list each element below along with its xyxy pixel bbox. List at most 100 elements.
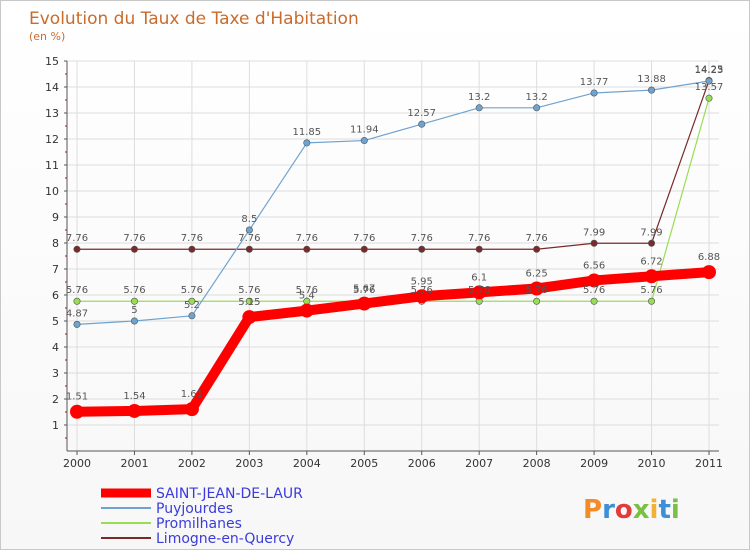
data-point — [127, 403, 142, 418]
y-tick-label: 5 — [52, 315, 59, 328]
data-label: 7.76 — [526, 233, 548, 244]
data-point — [418, 120, 426, 128]
data-label: 5.76 — [296, 285, 318, 296]
data-label: 14.23 — [695, 65, 724, 76]
y-tick-label: 1 — [52, 419, 59, 432]
data-label: 5.76 — [526, 285, 548, 296]
data-point — [587, 273, 602, 288]
data-point — [648, 86, 656, 94]
chart-subtitle: (en %) — [29, 30, 65, 43]
data-point — [303, 139, 311, 147]
y-tick-label: 2 — [52, 393, 59, 406]
data-label: 13.77 — [580, 77, 609, 88]
data-point — [70, 404, 84, 419]
legend-label: Puyjourdes — [156, 501, 233, 517]
data-point — [590, 239, 598, 247]
data-label: 13.88 — [637, 74, 666, 85]
data-label: 6.56 — [583, 260, 605, 271]
data-labels: 7.76 7.76 7.76 7.76 7.76 7.76 7.76 7.76 7.76 7.99… — [66, 65, 723, 403]
chart-title: Evolution du Taux de Taxe d'Habitation — [29, 9, 359, 29]
data-label: 7.99 — [583, 227, 605, 238]
x-tick-label: 2007 — [465, 457, 493, 470]
data-point — [130, 297, 138, 305]
data-label: 5.76 — [468, 285, 490, 296]
data-label: 7.76 — [66, 233, 88, 244]
data-point — [188, 245, 196, 253]
series-line — [76, 80, 710, 325]
data-point — [475, 245, 483, 253]
data-point — [529, 281, 544, 296]
series-line — [76, 79, 710, 250]
data-label: 7.76 — [411, 233, 433, 244]
data-point — [73, 245, 81, 253]
series-lines — [70, 77, 716, 419]
data-label: 12.57 — [407, 108, 436, 119]
data-point — [590, 89, 598, 97]
data-label: 5.76 — [238, 285, 260, 296]
data-point — [188, 312, 196, 320]
data-point — [130, 317, 138, 325]
legend-label: Promilhanes — [156, 516, 242, 532]
y-tick-label: 11 — [45, 159, 59, 172]
y-tick-label: 9 — [52, 211, 59, 224]
data-label: 13.2 — [468, 92, 490, 103]
data-label: 13.57 — [695, 82, 724, 93]
data-point — [414, 289, 429, 304]
data-point — [644, 269, 659, 284]
y-tick-label: 3 — [52, 367, 59, 380]
data-label: 6.1 — [471, 272, 487, 283]
data-point — [245, 226, 253, 234]
data-label: 4.87 — [66, 308, 88, 319]
data-point — [702, 265, 716, 280]
data-point — [475, 104, 483, 112]
y-tick-label: 4 — [52, 341, 59, 354]
data-label: 5.76 — [123, 285, 145, 296]
data-label: 5 — [131, 305, 137, 316]
data-point — [533, 297, 541, 305]
data-point — [303, 245, 311, 253]
data-point — [360, 137, 368, 145]
x-tick-label: 2010 — [638, 457, 666, 470]
data-label: 5.4 — [299, 291, 315, 302]
data-label: 5.76 — [353, 285, 375, 296]
data-point — [73, 297, 81, 305]
grid-lines — [67, 60, 719, 451]
data-point — [648, 297, 656, 305]
data-point — [245, 245, 253, 253]
data-label: 1.61 — [181, 389, 203, 400]
data-label: 7.76 — [353, 233, 375, 244]
x-tick-label: 2008 — [523, 457, 551, 470]
x-tick-label: 2003 — [235, 457, 263, 470]
data-label: 5.76 — [583, 285, 605, 296]
data-point — [357, 296, 372, 311]
y-tick-label: 15 — [45, 55, 59, 68]
data-label: 5.76 — [411, 285, 433, 296]
data-point — [705, 94, 713, 102]
data-label: 11.94 — [350, 125, 379, 136]
data-label: 1.54 — [123, 391, 145, 402]
data-label: 6.25 — [526, 269, 548, 280]
data-label: 13.2 — [526, 92, 548, 103]
y-tick-label: 6 — [52, 289, 59, 302]
data-point — [472, 285, 487, 300]
data-point — [705, 77, 713, 85]
x-tick-label: 2006 — [408, 457, 436, 470]
data-label: 5.95 — [411, 276, 433, 287]
legend-label: SAINT-JEAN-DE-LAUR — [156, 486, 303, 502]
data-point — [648, 239, 656, 247]
y-tick-label: 14 — [45, 81, 59, 94]
data-point — [533, 245, 541, 253]
x-tick-label: 2011 — [695, 457, 723, 470]
data-label: 5.76 — [640, 285, 662, 296]
x-tick-label: 2005 — [350, 457, 378, 470]
data-label: 5.67 — [353, 284, 375, 295]
data-point — [590, 297, 598, 305]
data-label: 7.76 — [123, 233, 145, 244]
x-tick-label: 2000 — [63, 457, 91, 470]
data-label: 1.51 — [66, 392, 88, 403]
data-point — [73, 320, 81, 328]
data-point — [242, 310, 257, 325]
